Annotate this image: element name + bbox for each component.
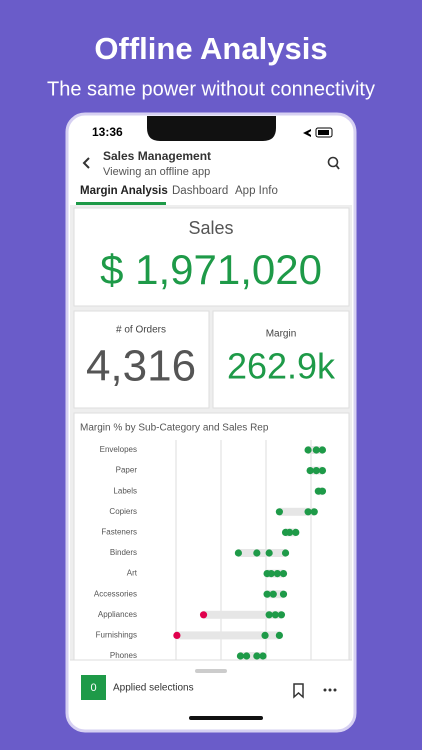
dot: [279, 570, 288, 578]
dot: [318, 487, 327, 495]
dot: [265, 549, 273, 557]
banner-subtitle: The same power without connectivity: [47, 78, 375, 100]
dot: [253, 549, 261, 557]
category-label: Binders: [110, 548, 137, 557]
dot: [318, 467, 327, 475]
kpi-label: Sales: [188, 218, 233, 238]
dot: [304, 446, 312, 454]
category-label: Envelopes: [100, 445, 137, 454]
home-indicator: [189, 716, 263, 720]
battery: [315, 127, 333, 138]
dot: [304, 508, 312, 516]
kpi-card: [73, 207, 350, 307]
category-label: Appliances: [98, 610, 137, 619]
dot: [328, 688, 332, 692]
dot: [318, 446, 327, 454]
dot: [261, 631, 269, 640]
category-label: Accessories: [94, 589, 137, 598]
tab[interactable]: App Info: [235, 185, 278, 197]
battery-level: [318, 130, 329, 135]
dot: [333, 688, 337, 692]
dot: [292, 528, 300, 537]
dot: [267, 570, 275, 578]
selection-count-box[interactable]: [81, 675, 106, 700]
dot: [275, 631, 283, 640]
selection-label: Applied selections: [113, 683, 194, 694]
dot: [234, 549, 242, 557]
dot: [312, 467, 320, 475]
dot: [312, 446, 320, 454]
app-subtitle: Viewing an offline app: [103, 166, 210, 178]
tab-underline: [76, 202, 166, 205]
tab[interactable]: Margin Analysis: [80, 185, 168, 197]
dot: [310, 508, 318, 516]
kpi-label: Margin: [266, 329, 297, 340]
kpi-value: $ 1,971,020: [100, 246, 322, 293]
dot: [269, 590, 277, 598]
dot: [271, 611, 279, 619]
search-icon[interactable]: [327, 156, 339, 168]
dot: [265, 611, 273, 619]
category-label: Labels: [113, 486, 137, 495]
more-menu[interactable]: [323, 688, 337, 692]
app-title: Sales Management: [103, 149, 211, 163]
kpi-value: 4,316: [86, 342, 196, 391]
dot: [259, 652, 267, 660]
back-button[interactable]: [82, 157, 90, 169]
dot: [199, 611, 208, 619]
search-handle: [335, 164, 340, 170]
category-label: Fasteners: [101, 528, 137, 537]
range-bar: [238, 549, 286, 557]
category-label: Phones: [110, 651, 137, 660]
drag-handle[interactable]: [195, 669, 227, 673]
kpi-card: [212, 310, 350, 409]
kpi-value: 262.9k: [227, 346, 336, 387]
dot: [236, 652, 245, 660]
dot: [243, 652, 251, 660]
category-label: Copiers: [109, 507, 137, 516]
status-time: 13:36: [92, 125, 123, 139]
notch: [147, 116, 276, 141]
range-bar: [203, 610, 282, 619]
chart-card: [73, 412, 350, 664]
range-bar: [279, 507, 315, 516]
plot: Envelopes Paper Labels Copiers Fasteners Bind…: [94, 440, 327, 662]
chart-title: Margin % by Sub-Category and Sales Rep: [80, 423, 269, 434]
range-bar: [176, 631, 280, 640]
tab[interactable]: Dashboard: [172, 185, 228, 197]
category-label: Furnishings: [96, 631, 137, 640]
selection-count: 0: [90, 682, 96, 694]
dot: [173, 631, 181, 640]
dot: [281, 549, 290, 557]
bookmark-icon[interactable]: [293, 683, 304, 699]
kpi-card: [73, 310, 210, 409]
banner-title: Offline Analysis: [94, 31, 327, 66]
dot: [286, 528, 294, 537]
selection-bar: [70, 660, 352, 711]
category-label: Art: [127, 569, 138, 578]
kpi-label: # of Orders: [116, 325, 166, 336]
dot: [279, 590, 288, 598]
dot: [273, 570, 281, 578]
dot: [323, 688, 327, 692]
airplane-icon: [303, 129, 311, 137]
dot: [253, 652, 261, 660]
dot: [263, 590, 271, 598]
range-bar: [240, 652, 263, 660]
dot: [306, 467, 314, 475]
dot: [277, 611, 286, 619]
category-label: Paper: [116, 466, 138, 475]
dot: [275, 508, 283, 516]
